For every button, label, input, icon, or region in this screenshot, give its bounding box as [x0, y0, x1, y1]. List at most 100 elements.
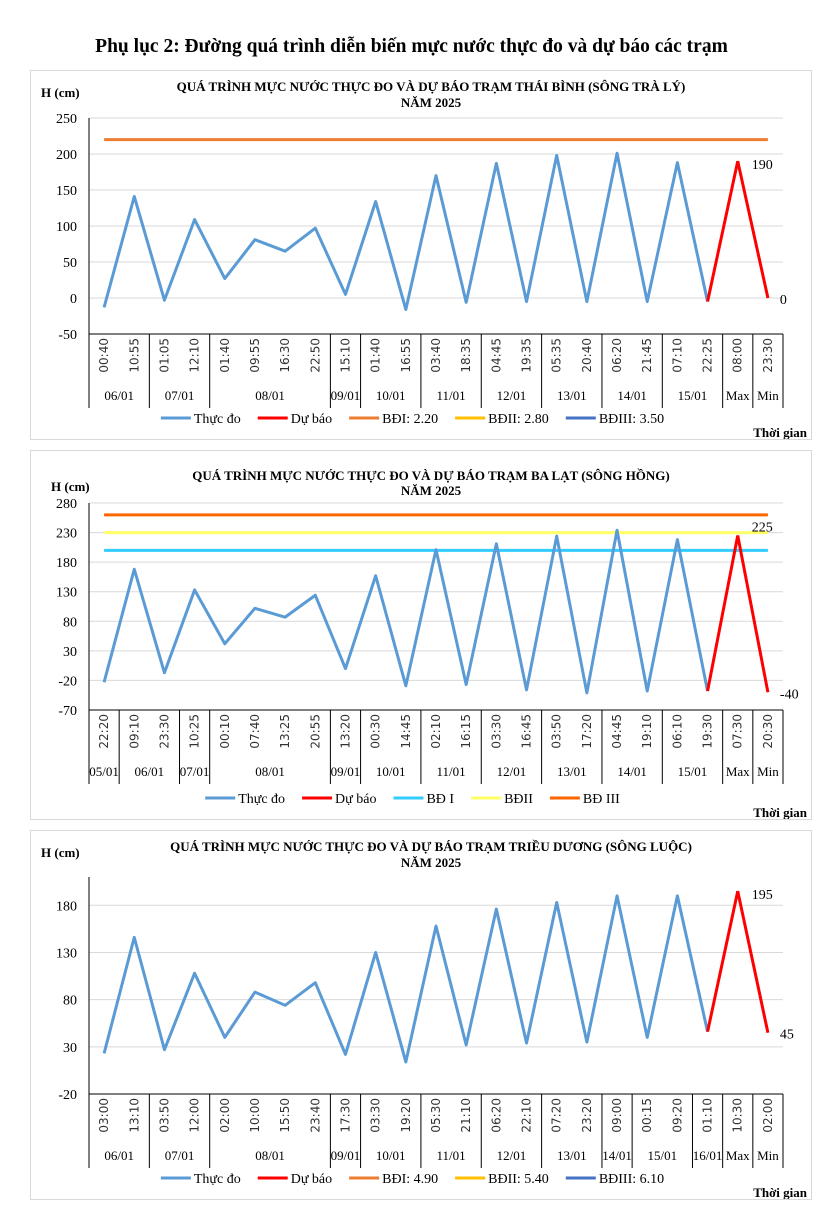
x-tick-label: 20:40 — [580, 338, 594, 373]
x-tick-label: 07:40 — [248, 714, 262, 749]
observed-series-line — [102, 528, 710, 695]
x-group-label: Max — [726, 764, 750, 779]
chart-title: QUÁ TRÌNH MỰC NƯỚC THỰC ĐO VÀ DỰ BÁO TRẠ… — [170, 839, 692, 854]
x-tick-label: 19:35 — [520, 338, 534, 373]
x-tick-label: 15:10 — [338, 338, 352, 373]
x-tick-label: 19:30 — [701, 714, 715, 749]
x-tick-label: 23:40 — [308, 1098, 322, 1133]
forecast-data-label: 195 — [752, 888, 773, 903]
x-group-label: 07/01 — [165, 388, 195, 403]
x-group-label: 06/01 — [104, 388, 134, 403]
y-tick-label: 130 — [56, 946, 77, 961]
x-tick-label: 13:20 — [338, 714, 352, 749]
x-group-label: 14/01 — [617, 764, 647, 779]
x-tick-label: 01:05 — [157, 338, 171, 373]
y-tick-label: -20 — [58, 1088, 77, 1103]
y-tick-label: 200 — [56, 148, 77, 163]
x-tick-label: 21:45 — [640, 338, 654, 373]
forecast-series-line — [706, 890, 770, 1033]
x-tick-label: 06:20 — [610, 338, 624, 373]
x-tick-label: 01:40 — [369, 338, 383, 373]
x-tick-label: 03:30 — [489, 714, 503, 749]
chart-trieu-duong: QUÁ TRÌNH MỰC NƯỚC THỰC ĐO VÀ DỰ BÁO TRẠ… — [30, 830, 812, 1200]
x-tick-label: 10:30 — [731, 1098, 745, 1133]
y-axis-label: H (cm) — [51, 479, 90, 494]
x-group-label: Min — [757, 764, 779, 779]
x-group-label: 10/01 — [376, 1148, 406, 1163]
x-tick-label: 16:30 — [278, 338, 292, 373]
x-tick-label: 15:50 — [278, 1098, 292, 1133]
y-tick-label: 50 — [63, 256, 77, 271]
x-tick-label: 07:20 — [550, 1098, 564, 1133]
legend-label: BĐII — [504, 792, 533, 807]
x-tick-label: 22:20 — [97, 714, 111, 749]
y-tick-label: 180 — [56, 556, 77, 571]
y-tick-label: -70 — [58, 704, 77, 719]
x-axis-label: Thời gian — [753, 425, 808, 439]
chart-subtitle: NĂM 2025 — [401, 483, 462, 498]
legend-label: BĐI: 4.90 — [382, 1172, 438, 1187]
x-tick-label: 16:15 — [459, 714, 473, 749]
x-group-label: 12/01 — [497, 388, 527, 403]
x-group-label: 11/01 — [437, 1148, 466, 1163]
x-tick-label: 09:20 — [670, 1098, 684, 1133]
y-tick-label: 0 — [70, 292, 77, 307]
legend-label: BĐII: 5.40 — [488, 1172, 549, 1187]
x-tick-label: 13:10 — [127, 1098, 141, 1133]
legend-label: Dự báo — [291, 412, 332, 427]
x-tick-label: 10:25 — [188, 714, 202, 749]
x-tick-label: 17:20 — [580, 714, 594, 749]
legend-label: Thực đo — [194, 1172, 241, 1187]
x-tick-label: 21:10 — [459, 1098, 473, 1133]
x-group-label: 07/01 — [165, 1148, 195, 1163]
legend-label: BĐIII: 3.50 — [599, 412, 664, 427]
x-group-label: 08/01 — [255, 764, 285, 779]
forecast-series-line — [706, 535, 770, 693]
legend-label: BĐIII: 6.10 — [599, 1172, 664, 1187]
x-tick-label: 16:55 — [399, 338, 413, 373]
x-tick-label: 22:10 — [520, 1098, 534, 1133]
chart-title: QUÁ TRÌNH MỰC NƯỚC THỰC ĐO VÀ DỰ BÁO TRẠ… — [177, 79, 686, 94]
forecast-data-label: -40 — [780, 687, 799, 702]
x-group-label: 09/01 — [331, 1148, 361, 1163]
x-tick-label: 09:10 — [127, 714, 141, 749]
x-tick-label: 23:20 — [580, 1098, 594, 1133]
chart-svg: QUÁ TRÌNH MỰC NƯỚC THỰC ĐO VÀ DỰ BÁO TRẠ… — [51, 468, 808, 820]
y-tick-label: 280 — [56, 497, 77, 512]
x-tick-label: 02:10 — [429, 714, 443, 749]
x-tick-label: 19:20 — [399, 1098, 413, 1133]
y-tick-label: 250 — [56, 112, 77, 127]
forecast-data-label: 225 — [752, 521, 773, 536]
x-tick-label: 03:50 — [550, 714, 564, 749]
x-tick-label: 01:10 — [701, 1098, 715, 1133]
x-tick-label: 05:30 — [429, 1098, 443, 1133]
y-tick-label: 100 — [56, 220, 77, 235]
observed-series-line — [102, 151, 710, 312]
x-tick-label: 13:25 — [278, 714, 292, 749]
x-tick-label: 10:55 — [127, 338, 141, 373]
y-tick-label: -20 — [58, 674, 77, 689]
y-tick-label: 30 — [63, 1041, 77, 1056]
forecast-data-label: 45 — [780, 1028, 794, 1043]
y-tick-label: 230 — [56, 527, 77, 542]
x-tick-label: 01:40 — [218, 338, 232, 373]
x-group-label: 07/01 — [180, 764, 210, 779]
x-group-label: 09/01 — [331, 764, 361, 779]
x-group-label: 06/01 — [135, 764, 165, 779]
x-group-label: 12/01 — [497, 764, 527, 779]
x-group-label: 13/01 — [557, 388, 587, 403]
x-tick-label: 18:35 — [459, 338, 473, 373]
x-tick-label: 16:45 — [520, 714, 534, 749]
x-tick-label: 03:00 — [97, 1098, 111, 1133]
forecast-data-label: 190 — [752, 158, 773, 173]
x-tick-label: 12:00 — [188, 1098, 202, 1133]
legend-label: Dự báo — [291, 1172, 332, 1187]
chart-ba-lat: QUÁ TRÌNH MỰC NƯỚC THỰC ĐO VÀ DỰ BÁO TRẠ… — [30, 450, 812, 820]
x-group-label: 15/01 — [678, 764, 708, 779]
chart-title: QUÁ TRÌNH MỰC NƯỚC THỰC ĐO VÀ DỰ BÁO TRẠ… — [192, 468, 670, 483]
x-axis-label: Thời gian — [753, 1185, 808, 1199]
x-tick-label: 22:50 — [308, 338, 322, 373]
y-axis-label: H (cm) — [41, 845, 80, 860]
x-tick-label: 08:00 — [731, 338, 745, 373]
